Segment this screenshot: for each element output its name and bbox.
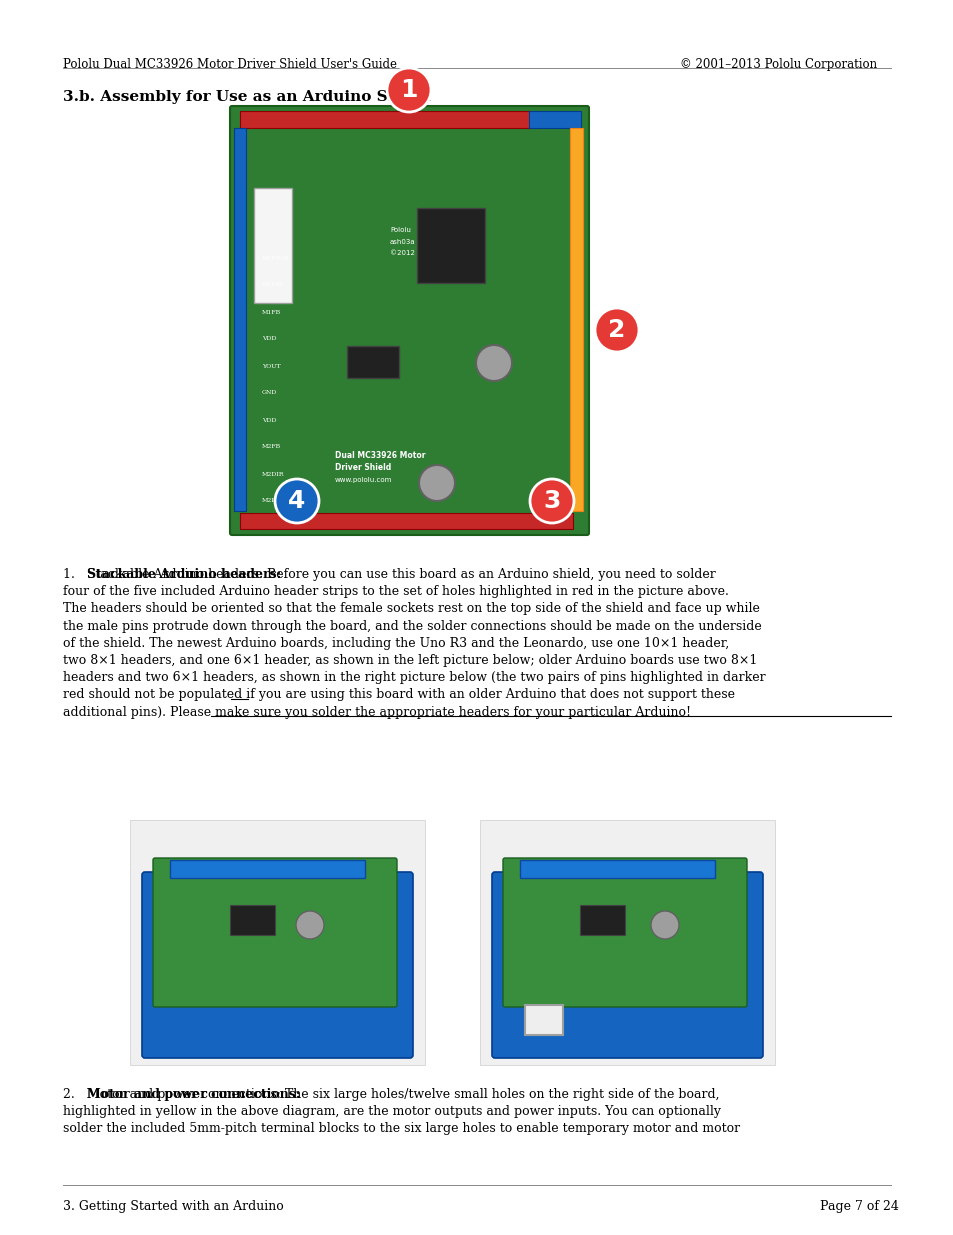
- Text: two 8×1 headers, and one 6×1 header, as shown in the left picture below; older A: two 8×1 headers, and one 6×1 header, as …: [63, 655, 757, 667]
- Bar: [519, 860, 714, 878]
- Bar: [579, 905, 624, 935]
- Text: Stackable Arduino headers:: Stackable Arduino headers:: [87, 568, 281, 580]
- Circle shape: [595, 308, 639, 352]
- Text: © 2001–2013 Pololu Corporation: © 2001–2013 Pololu Corporation: [679, 58, 876, 70]
- Text: M2DIR: M2DIR: [262, 472, 284, 477]
- Circle shape: [650, 911, 679, 939]
- Text: M1PWM: M1PWM: [262, 256, 289, 261]
- Text: 2: 2: [608, 317, 625, 342]
- Text: Driver Shield: Driver Shield: [335, 463, 391, 473]
- Text: Pololu: Pololu: [390, 227, 411, 233]
- Circle shape: [295, 911, 324, 939]
- Text: Dual MC33926 Motor: Dual MC33926 Motor: [335, 452, 425, 461]
- Text: Motor and power connections:: Motor and power connections:: [87, 1088, 300, 1100]
- Text: 1.   Stackable Arduino headers: Before you can use this board as an Arduino shie: 1. Stackable Arduino headers: Before you…: [63, 568, 715, 580]
- Text: VDD: VDD: [262, 417, 276, 422]
- Text: VDD: VDD: [262, 336, 276, 342]
- Text: the male pins protrude down through the board, and the solder connections should: the male pins protrude down through the …: [63, 620, 760, 632]
- Bar: [240, 513, 573, 529]
- Bar: [233, 128, 246, 511]
- Circle shape: [476, 345, 512, 382]
- FancyBboxPatch shape: [230, 106, 588, 535]
- Bar: [524, 1005, 562, 1035]
- Text: 1: 1: [400, 78, 417, 103]
- Bar: [479, 820, 774, 1065]
- Bar: [529, 111, 580, 128]
- Text: additional pins). Please make sure you solder the appropriate headers for your p: additional pins). Please make sure you s…: [63, 705, 690, 719]
- Circle shape: [530, 479, 574, 522]
- Text: four of the five included Arduino header strips to the set of holes highlighted : four of the five included Arduino header…: [63, 585, 728, 598]
- Bar: [253, 188, 292, 303]
- Text: headers and two 6×1 headers, as shown in the right picture below (the two pairs : headers and two 6×1 headers, as shown in…: [63, 671, 765, 684]
- Bar: [170, 860, 365, 878]
- Text: YOUT: YOUT: [262, 363, 280, 368]
- Text: ash03a: ash03a: [390, 240, 416, 245]
- Text: M2FB: M2FB: [262, 445, 281, 450]
- FancyBboxPatch shape: [502, 858, 746, 1007]
- Circle shape: [387, 68, 431, 112]
- Text: GND: GND: [262, 390, 277, 395]
- Bar: [569, 128, 582, 511]
- Bar: [230, 905, 274, 935]
- Bar: [347, 346, 398, 378]
- Text: M1FB: M1FB: [262, 310, 281, 315]
- Bar: [416, 207, 484, 283]
- Text: 3: 3: [543, 489, 560, 513]
- FancyBboxPatch shape: [152, 858, 396, 1007]
- Text: M1DIR: M1DIR: [262, 283, 284, 288]
- Text: The headers should be oriented so that the female sockets rest on the top side o: The headers should be oriented so that t…: [63, 603, 760, 615]
- Circle shape: [274, 479, 318, 522]
- Text: of the shield. The newest Arduino boards, including the Uno R3 and the Leonardo,: of the shield. The newest Arduino boards…: [63, 637, 728, 650]
- Circle shape: [418, 466, 455, 501]
- Text: ©2012: ©2012: [390, 249, 415, 256]
- Text: solder the included 5mm-pitch terminal blocks to the six large holes to enable t: solder the included 5mm-pitch terminal b…: [63, 1123, 740, 1135]
- FancyBboxPatch shape: [492, 872, 762, 1058]
- Text: red should not be populated if you are using this board with an older Arduino th: red should not be populated if you are u…: [63, 688, 734, 701]
- Text: Pololu Dual MC33926 Motor Driver Shield User's Guide: Pololu Dual MC33926 Motor Driver Shield …: [63, 58, 396, 70]
- Text: M2PWM: M2PWM: [262, 499, 289, 504]
- Text: 3. Getting Started with an Arduino: 3. Getting Started with an Arduino: [63, 1200, 283, 1213]
- Text: 3.b. Assembly for Use as an Arduino Shield: 3.b. Assembly for Use as an Arduino Shie…: [63, 90, 430, 104]
- Text: www.pololu.com: www.pololu.com: [335, 477, 392, 483]
- Text: 4: 4: [288, 489, 305, 513]
- Text: 2.   Motor and power connections: The six large holes/twelve small holes on the : 2. Motor and power connections: The six …: [63, 1088, 719, 1100]
- Text: Page 7 of 24: Page 7 of 24: [820, 1200, 898, 1213]
- Bar: [240, 111, 530, 128]
- Text: highlighted in yellow in the above diagram, are the motor outputs and power inpu: highlighted in yellow in the above diagr…: [63, 1105, 720, 1118]
- FancyBboxPatch shape: [142, 872, 413, 1058]
- Bar: [130, 820, 424, 1065]
